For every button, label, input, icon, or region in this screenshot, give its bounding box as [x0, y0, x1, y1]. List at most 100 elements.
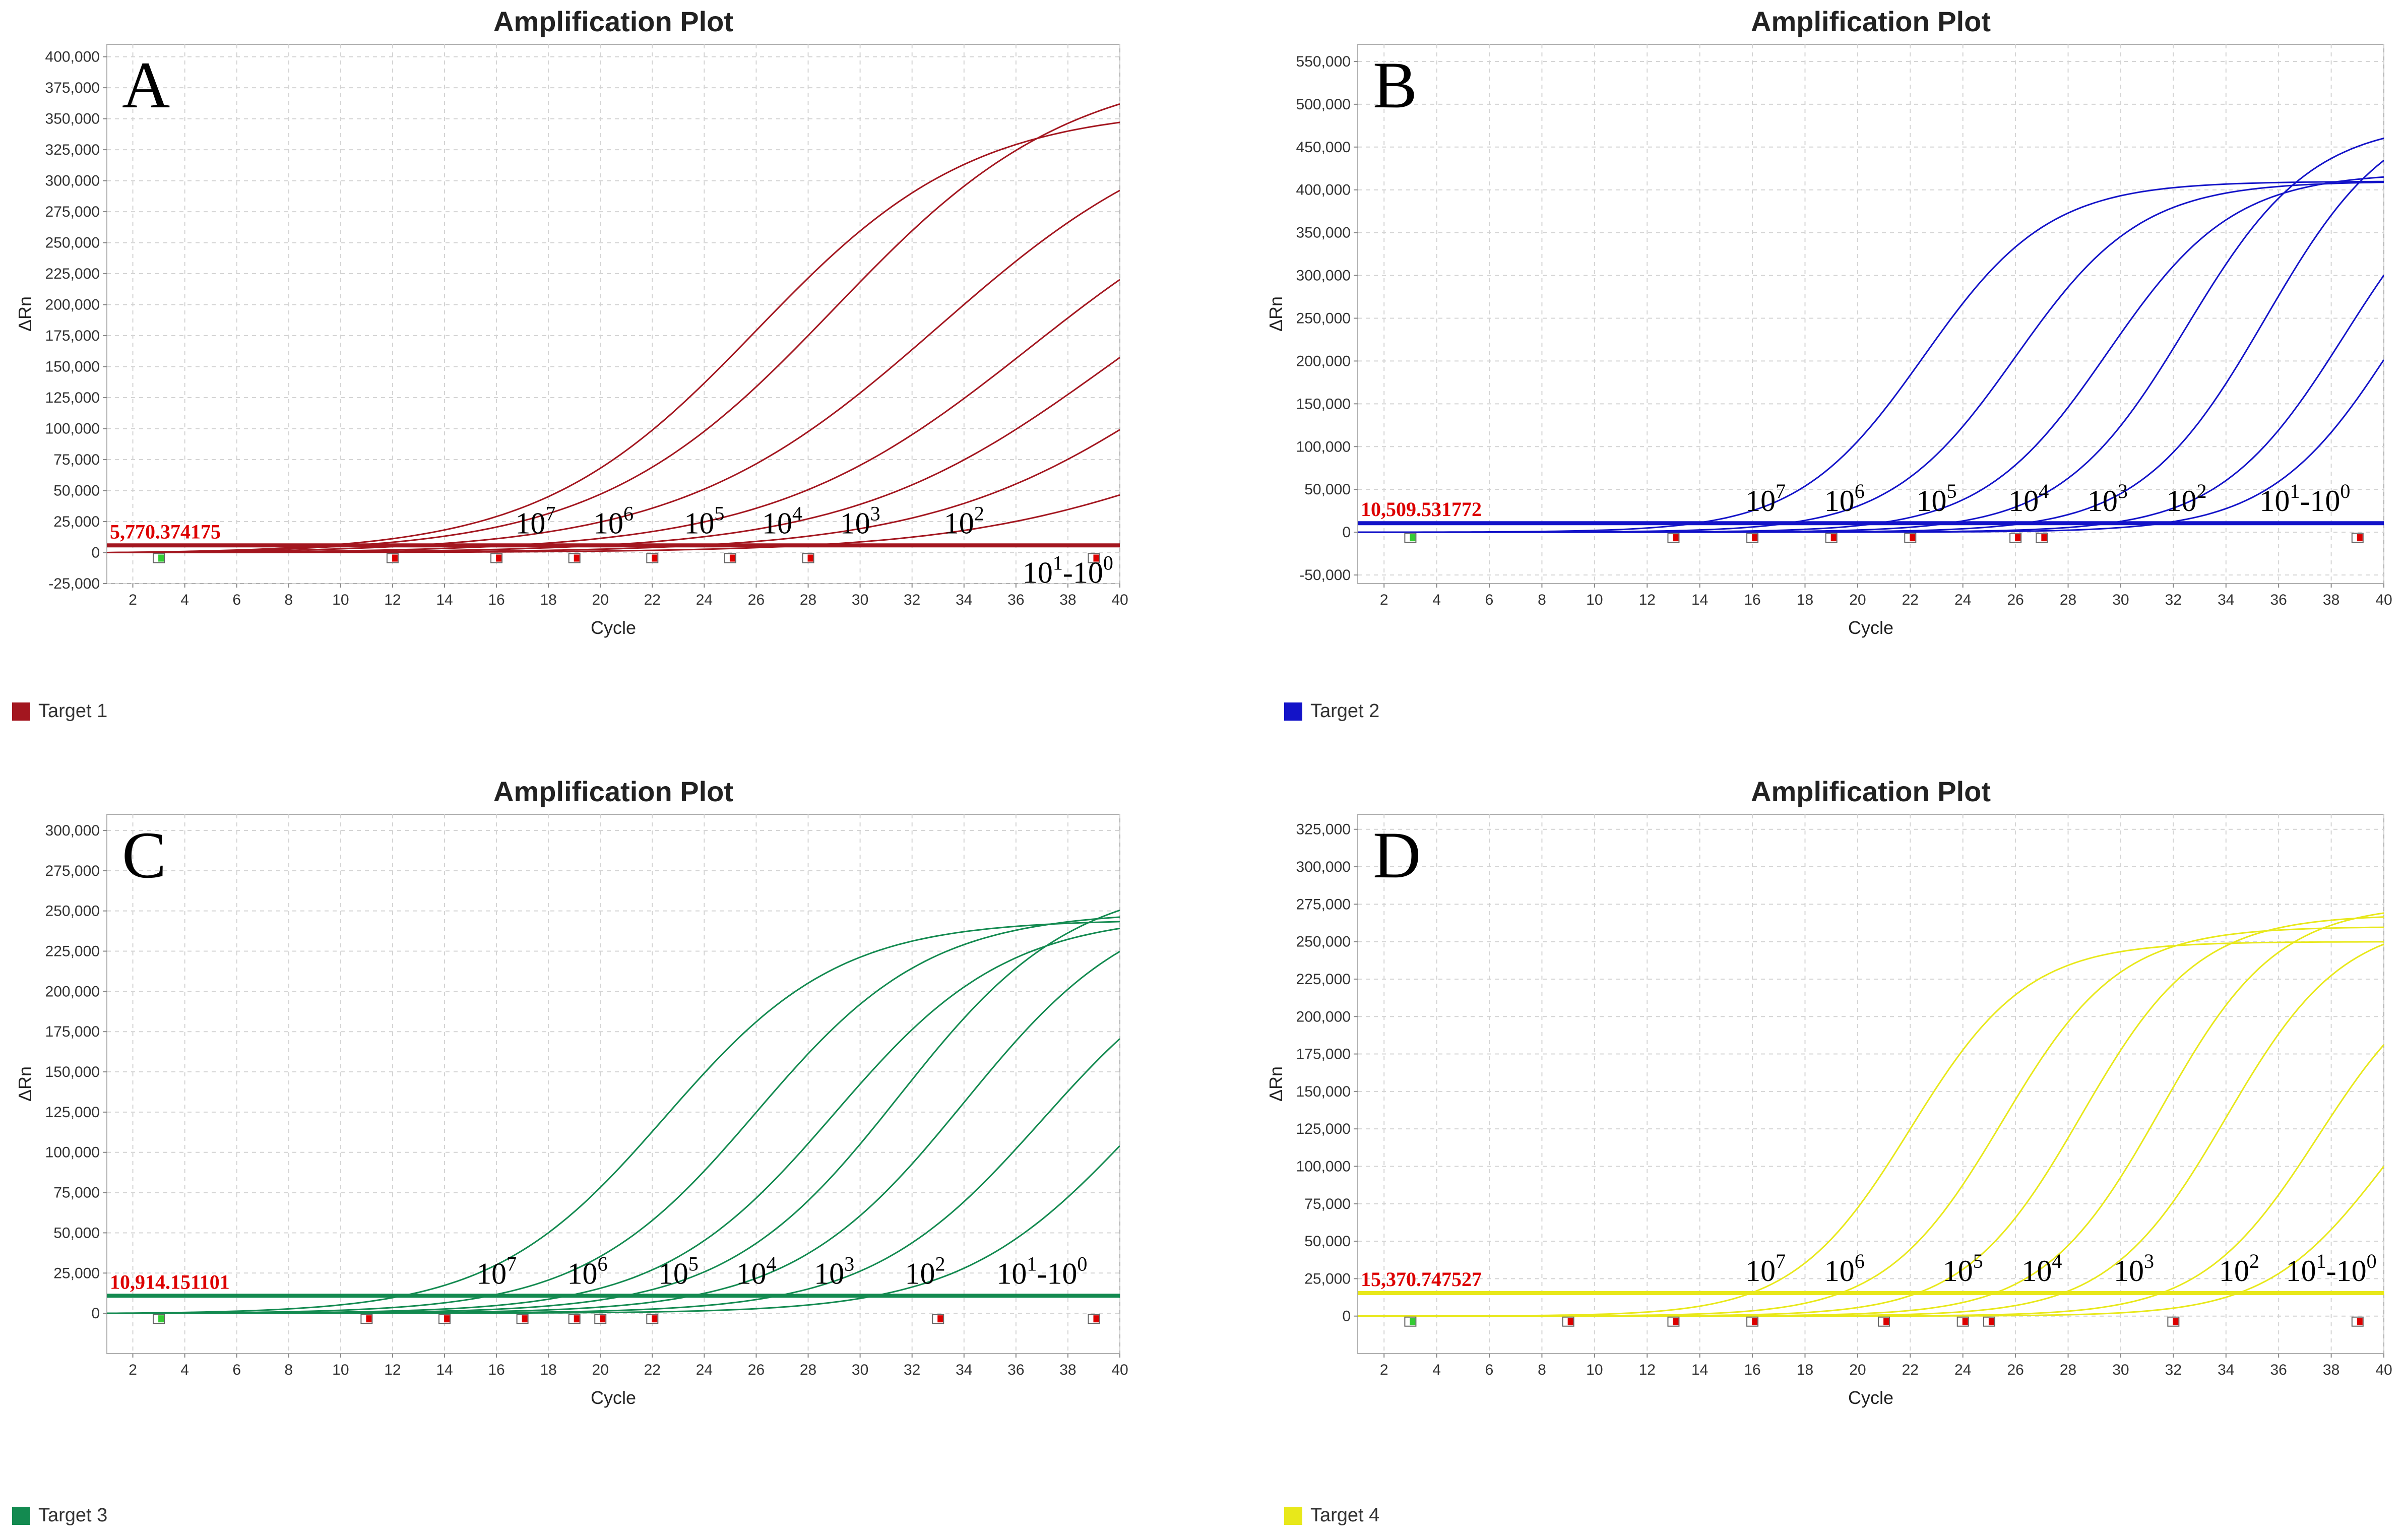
x-tick-label: 36: [1007, 1362, 1024, 1378]
x-tick-label: 40: [2375, 592, 2392, 608]
label-base: 10: [1023, 556, 1053, 590]
concentration-label: 106: [593, 502, 634, 540]
baseline-marker-fill: [807, 554, 813, 562]
concentration-label: 104: [736, 1252, 776, 1290]
y-tick-label: 25,000: [1304, 1270, 1351, 1287]
label-dash: -10: [2326, 1254, 2367, 1288]
x-tick-label: 20: [1849, 592, 1866, 608]
x-tick-label: 28: [2060, 1362, 2076, 1378]
plot-area: [106, 44, 1120, 584]
x-tick-label: 8: [1538, 1362, 1546, 1378]
y-tick-label: 450,000: [1296, 139, 1351, 156]
x-tick-label: 32: [904, 592, 920, 608]
label-base: 10: [1745, 484, 1776, 518]
label-exponent: 7: [507, 1252, 517, 1275]
x-tick-label: 16: [488, 592, 504, 608]
baseline-marker-fill: [652, 1315, 658, 1323]
y-tick-label: 100,000: [45, 421, 100, 437]
label-exponent: 4: [766, 1252, 776, 1275]
label-exponent: 2: [935, 1252, 945, 1275]
threshold-label: 10,914.151101: [110, 1270, 230, 1293]
baseline-marker-fill: [729, 554, 735, 562]
label-exponent: 6: [623, 502, 634, 525]
x-tick-label: 22: [644, 1362, 661, 1378]
x-tick-label: 34: [2218, 592, 2234, 608]
y-tick-label: 75,000: [53, 452, 100, 468]
x-tick-label: 18: [1797, 592, 1813, 608]
baseline-marker-fill: [937, 1315, 943, 1323]
legend-swatch-target-2: [1284, 702, 1302, 721]
label-exponent: 3: [844, 1252, 854, 1275]
x-tick-label: 26: [2007, 1362, 2023, 1378]
legend-label-target-3: Target 3: [38, 1505, 108, 1526]
concentration-label: 101-100: [2259, 480, 2350, 518]
x-tick-label: 40: [1111, 592, 1128, 608]
plot-area: [1357, 44, 2384, 584]
x-axis-label: Cycle: [1848, 617, 1893, 638]
y-tick-label: 125,000: [1296, 1121, 1351, 1137]
y-tick-label: 150,000: [1296, 1083, 1351, 1100]
x-tick-label: 30: [2112, 1362, 2129, 1378]
x-tick-label: 38: [1059, 592, 1076, 608]
label-base: 10: [762, 506, 792, 540]
y-tick-label: 225,000: [45, 266, 100, 282]
concentration-label: 104: [2021, 1250, 2062, 1288]
y-tick-label: 250,000: [1296, 934, 1351, 950]
label-base: 10: [814, 1257, 844, 1290]
label-exponent: 7: [545, 502, 555, 525]
series-group: [107, 909, 1120, 1314]
amplification-curve: [107, 189, 1120, 553]
x-tick-label: 10: [332, 1362, 349, 1378]
label-dash: -10: [1063, 556, 1103, 590]
chart-title: Amplification Plot: [493, 776, 733, 807]
x-tick-label: 12: [384, 592, 401, 608]
x-tick-label: 30: [2112, 592, 2129, 608]
concentration-label: 103: [840, 502, 880, 540]
y-tick-label: 175,000: [45, 1023, 100, 1040]
y-tick-label: 325,000: [1296, 821, 1351, 838]
y-tick-label: 125,000: [45, 1104, 100, 1121]
legend-d: Target 4: [1284, 1505, 1379, 1526]
label-base: 10: [1943, 1254, 1973, 1288]
legend-swatch-target-3: [12, 1506, 30, 1525]
x-axis-label: Cycle: [591, 1387, 636, 1408]
x-tick-label: 30: [852, 1362, 868, 1378]
y-tick-label: 275,000: [45, 204, 100, 220]
baseline-marker-fill: [158, 1315, 164, 1323]
baseline-marker-fill: [1910, 534, 1916, 542]
x-tick-label: 20: [592, 592, 609, 608]
x-tick-label: 6: [232, 1362, 241, 1378]
x-tick-label: 16: [1744, 1362, 1760, 1378]
y-axis-label: ΔRn: [15, 1066, 35, 1102]
x-tick-label: 28: [2060, 592, 2076, 608]
y-tick-label: 275,000: [1296, 896, 1351, 913]
x-tick-label: 6: [1485, 1362, 1494, 1378]
x-tick-label: 36: [1007, 592, 1024, 608]
plot-area: [106, 814, 1120, 1354]
x-tick-label: 16: [488, 1362, 504, 1378]
x-tick-label: 12: [1639, 592, 1656, 608]
label-base: 10: [2259, 484, 2290, 518]
y-tick-label: 100,000: [1296, 1158, 1351, 1175]
x-tick-label: 8: [284, 1362, 293, 1378]
baseline-marker-fill: [1093, 1315, 1099, 1323]
x-tick-label: 2: [1380, 1362, 1388, 1378]
series-group: [107, 103, 1120, 553]
x-tick-label: 24: [1954, 1362, 1971, 1378]
plot-svg-a: Amplification Plot-25,000025,00050,00075…: [15, 6, 1128, 638]
baseline-marker-fill: [366, 1315, 372, 1323]
panel-d: Amplification Plot 0 25,000 50,000 75,000 100…: [1202, 770, 2403, 1540]
label-exponent: 6: [1855, 480, 1865, 502]
label-exponent: 1: [1053, 552, 1063, 574]
baseline-marker-fill: [574, 1315, 580, 1323]
label-base: 10: [1745, 1254, 1776, 1288]
label-base: 10: [944, 506, 974, 540]
label-exponent: 5: [1947, 480, 1957, 502]
x-tick-label: 20: [1849, 1362, 1866, 1378]
label-exponent: 2: [974, 502, 984, 525]
x-tick-label: 28: [800, 1362, 816, 1378]
y-axis-label: ΔRn: [15, 296, 35, 332]
y-tick-label: 400,000: [1296, 182, 1351, 199]
x-tick-label: 2: [129, 1362, 137, 1378]
y-tick-label: 125,000: [45, 390, 100, 406]
